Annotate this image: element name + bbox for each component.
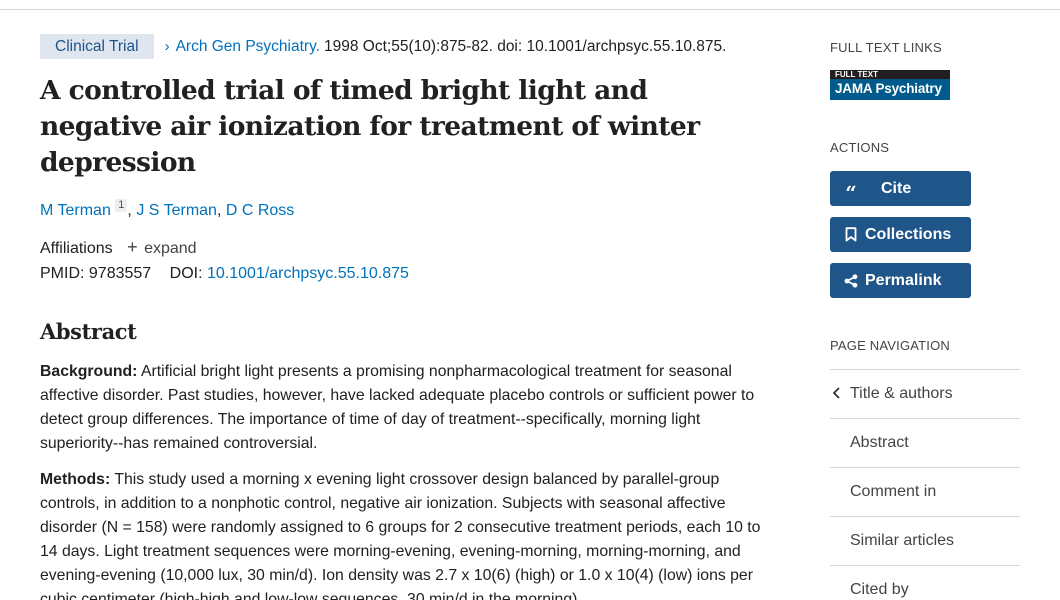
plus-icon: + bbox=[127, 237, 138, 257]
page-nav-title-authors[interactable]: Title & authors bbox=[830, 370, 1020, 419]
identifiers-row: PMID: 9783557 DOI: 10.1001/archpsyc.55.1… bbox=[40, 264, 765, 284]
page-nav-label: Similar articles bbox=[850, 532, 955, 549]
cite-label: Cite bbox=[881, 179, 912, 197]
page-nav-label: Comment in bbox=[850, 483, 937, 500]
author-link[interactable]: J S Terman bbox=[136, 202, 217, 219]
cite-button[interactable]: “ Cite bbox=[830, 171, 971, 206]
chevron-right-icon[interactable]: › bbox=[164, 38, 170, 55]
expand-label: expand bbox=[144, 240, 197, 257]
pmid-value: 9783557 bbox=[88, 265, 152, 282]
section-label: Background: bbox=[40, 363, 138, 380]
section-label: Methods: bbox=[40, 471, 111, 488]
page-nav-abstract[interactable]: Abstract bbox=[830, 419, 1020, 468]
permalink-label: Permalink bbox=[865, 271, 942, 289]
abstract-methods: Methods: This study used a morning x eve… bbox=[40, 468, 765, 600]
article-title: A controlled trial of timed bright light… bbox=[40, 75, 700, 178]
full-text-links-heading: FULL TEXT LINKS bbox=[830, 40, 942, 55]
bookmark-icon bbox=[843, 227, 859, 242]
actions-heading: ACTIONS bbox=[830, 140, 890, 155]
page-nav-label: Cited by bbox=[850, 581, 909, 598]
abstract-heading: Abstract bbox=[40, 319, 137, 344]
section-text: Artificial bright light presents a promi… bbox=[40, 363, 755, 452]
doi-link[interactable]: 10.1001/archpsyc.55.10.875 bbox=[207, 265, 409, 282]
page-nav-cited-by[interactable]: Cited by bbox=[830, 566, 1020, 600]
quote-icon: “ bbox=[845, 180, 857, 205]
journal-link[interactable]: Arch Gen Psychiatry. bbox=[175, 37, 320, 55]
top-divider bbox=[0, 9, 1060, 10]
article-main: Clinical Trial › Arch Gen Psychiatry. 19… bbox=[40, 34, 765, 600]
full-text-badge-top: FULL TEXT bbox=[830, 70, 950, 79]
page-nav-label: Title & authors bbox=[850, 385, 953, 402]
share-icon bbox=[843, 273, 859, 288]
affiliations-expand-button[interactable]: + expand bbox=[117, 237, 197, 257]
author-link[interactable]: D C Ross bbox=[225, 202, 295, 219]
page-nav-comment-in[interactable]: Comment in bbox=[830, 468, 1020, 517]
permalink-button[interactable]: Permalink bbox=[830, 263, 971, 298]
full-text-badge-bottom: JAMA Psychiatry bbox=[830, 79, 950, 100]
affiliation-ref[interactable]: 1 bbox=[115, 199, 128, 212]
page-navigation-list: Title & authors Abstract Comment in Simi… bbox=[830, 369, 1020, 600]
citation-details: 1998 Oct;55(10):875-82. doi: 10.1001/arc… bbox=[324, 37, 727, 55]
pmid-label: PMID: bbox=[40, 265, 85, 282]
jama-psychiatry-full-text-link[interactable]: FULL TEXT JAMA Psychiatry bbox=[830, 70, 950, 100]
chevron-left-icon bbox=[832, 386, 841, 405]
page-navigation-heading: PAGE NAVIGATION bbox=[830, 338, 951, 353]
publication-type-badge: Clinical Trial bbox=[40, 34, 154, 59]
section-text: This study used a morning x evening ligh… bbox=[40, 471, 761, 600]
doi-label: DOI: bbox=[169, 265, 203, 282]
page-nav-label: Abstract bbox=[850, 434, 909, 451]
affiliations-row: Affiliations + expand bbox=[40, 237, 765, 257]
citation-line: Clinical Trial › Arch Gen Psychiatry. 19… bbox=[40, 34, 765, 59]
abstract-background: Background: Artificial bright light pres… bbox=[40, 360, 765, 456]
author-link[interactable]: M Terman bbox=[40, 202, 111, 219]
author-list: M Terman 1, J S Terman, D C Ross bbox=[40, 199, 295, 219]
affiliations-label: Affiliations bbox=[40, 240, 113, 257]
collections-button[interactable]: Collections bbox=[830, 217, 971, 252]
collections-label: Collections bbox=[865, 225, 952, 243]
sidebar: FULL TEXT LINKS FULL TEXT JAMA Psychiatr… bbox=[830, 40, 1020, 600]
actions-group: “ Cite Collections Permalink bbox=[830, 171, 1020, 298]
page-nav-similar-articles[interactable]: Similar articles bbox=[830, 517, 1020, 566]
